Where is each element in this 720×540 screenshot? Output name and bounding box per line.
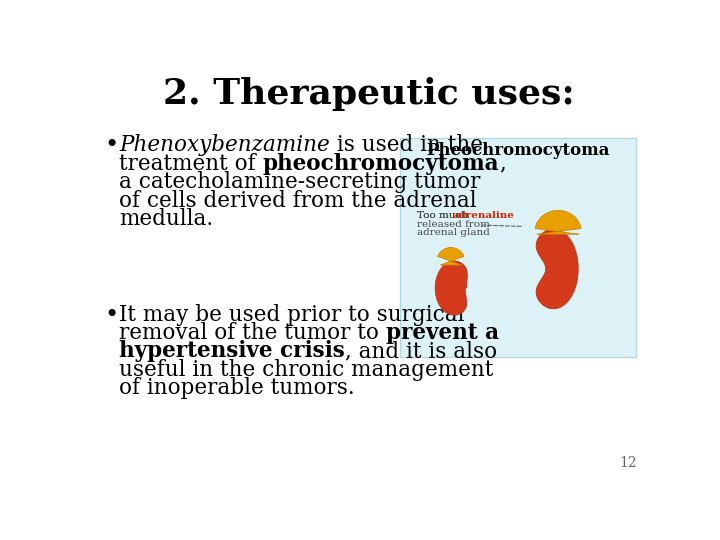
Text: medulla.: medulla. (120, 208, 214, 230)
Text: 12: 12 (619, 456, 637, 470)
Text: Too much: Too much (417, 211, 471, 220)
Text: of inoperable tumors.: of inoperable tumors. (120, 377, 355, 400)
Text: a catecholamine-secreting tumor: a catecholamine-secreting tumor (120, 171, 481, 193)
Text: 2. Therapeutic uses:: 2. Therapeutic uses: (163, 77, 575, 111)
Polygon shape (438, 247, 464, 265)
Text: •: • (104, 134, 118, 157)
Text: of cells derived from the adrenal: of cells derived from the adrenal (120, 190, 477, 212)
Text: prevent a: prevent a (386, 322, 500, 344)
Text: , and it is also: , and it is also (345, 340, 498, 362)
Text: useful in the chronic management: useful in the chronic management (120, 359, 494, 381)
Text: pheochromocytoma: pheochromocytoma (263, 153, 500, 174)
Text: hypertensive crisis: hypertensive crisis (120, 340, 345, 362)
Text: ,: , (500, 153, 506, 174)
Text: Phenoxybenzamine: Phenoxybenzamine (120, 134, 330, 156)
FancyBboxPatch shape (400, 138, 636, 357)
Text: released from: released from (417, 220, 490, 228)
Polygon shape (536, 229, 578, 309)
Text: adrenaline: adrenaline (453, 211, 515, 220)
Polygon shape (535, 211, 581, 234)
Text: Too much: Too much (417, 211, 471, 220)
Text: removal of the tumor to: removal of the tumor to (120, 322, 386, 344)
Text: is used in the: is used in the (330, 134, 483, 156)
Polygon shape (435, 261, 467, 315)
Text: •: • (104, 303, 118, 327)
Text: treatment of: treatment of (120, 153, 263, 174)
Text: Pheochromocytoma: Pheochromocytoma (426, 142, 610, 159)
Text: adrenal gland: adrenal gland (417, 228, 490, 237)
Text: It may be used prior to surgical: It may be used prior to surgical (120, 303, 465, 326)
